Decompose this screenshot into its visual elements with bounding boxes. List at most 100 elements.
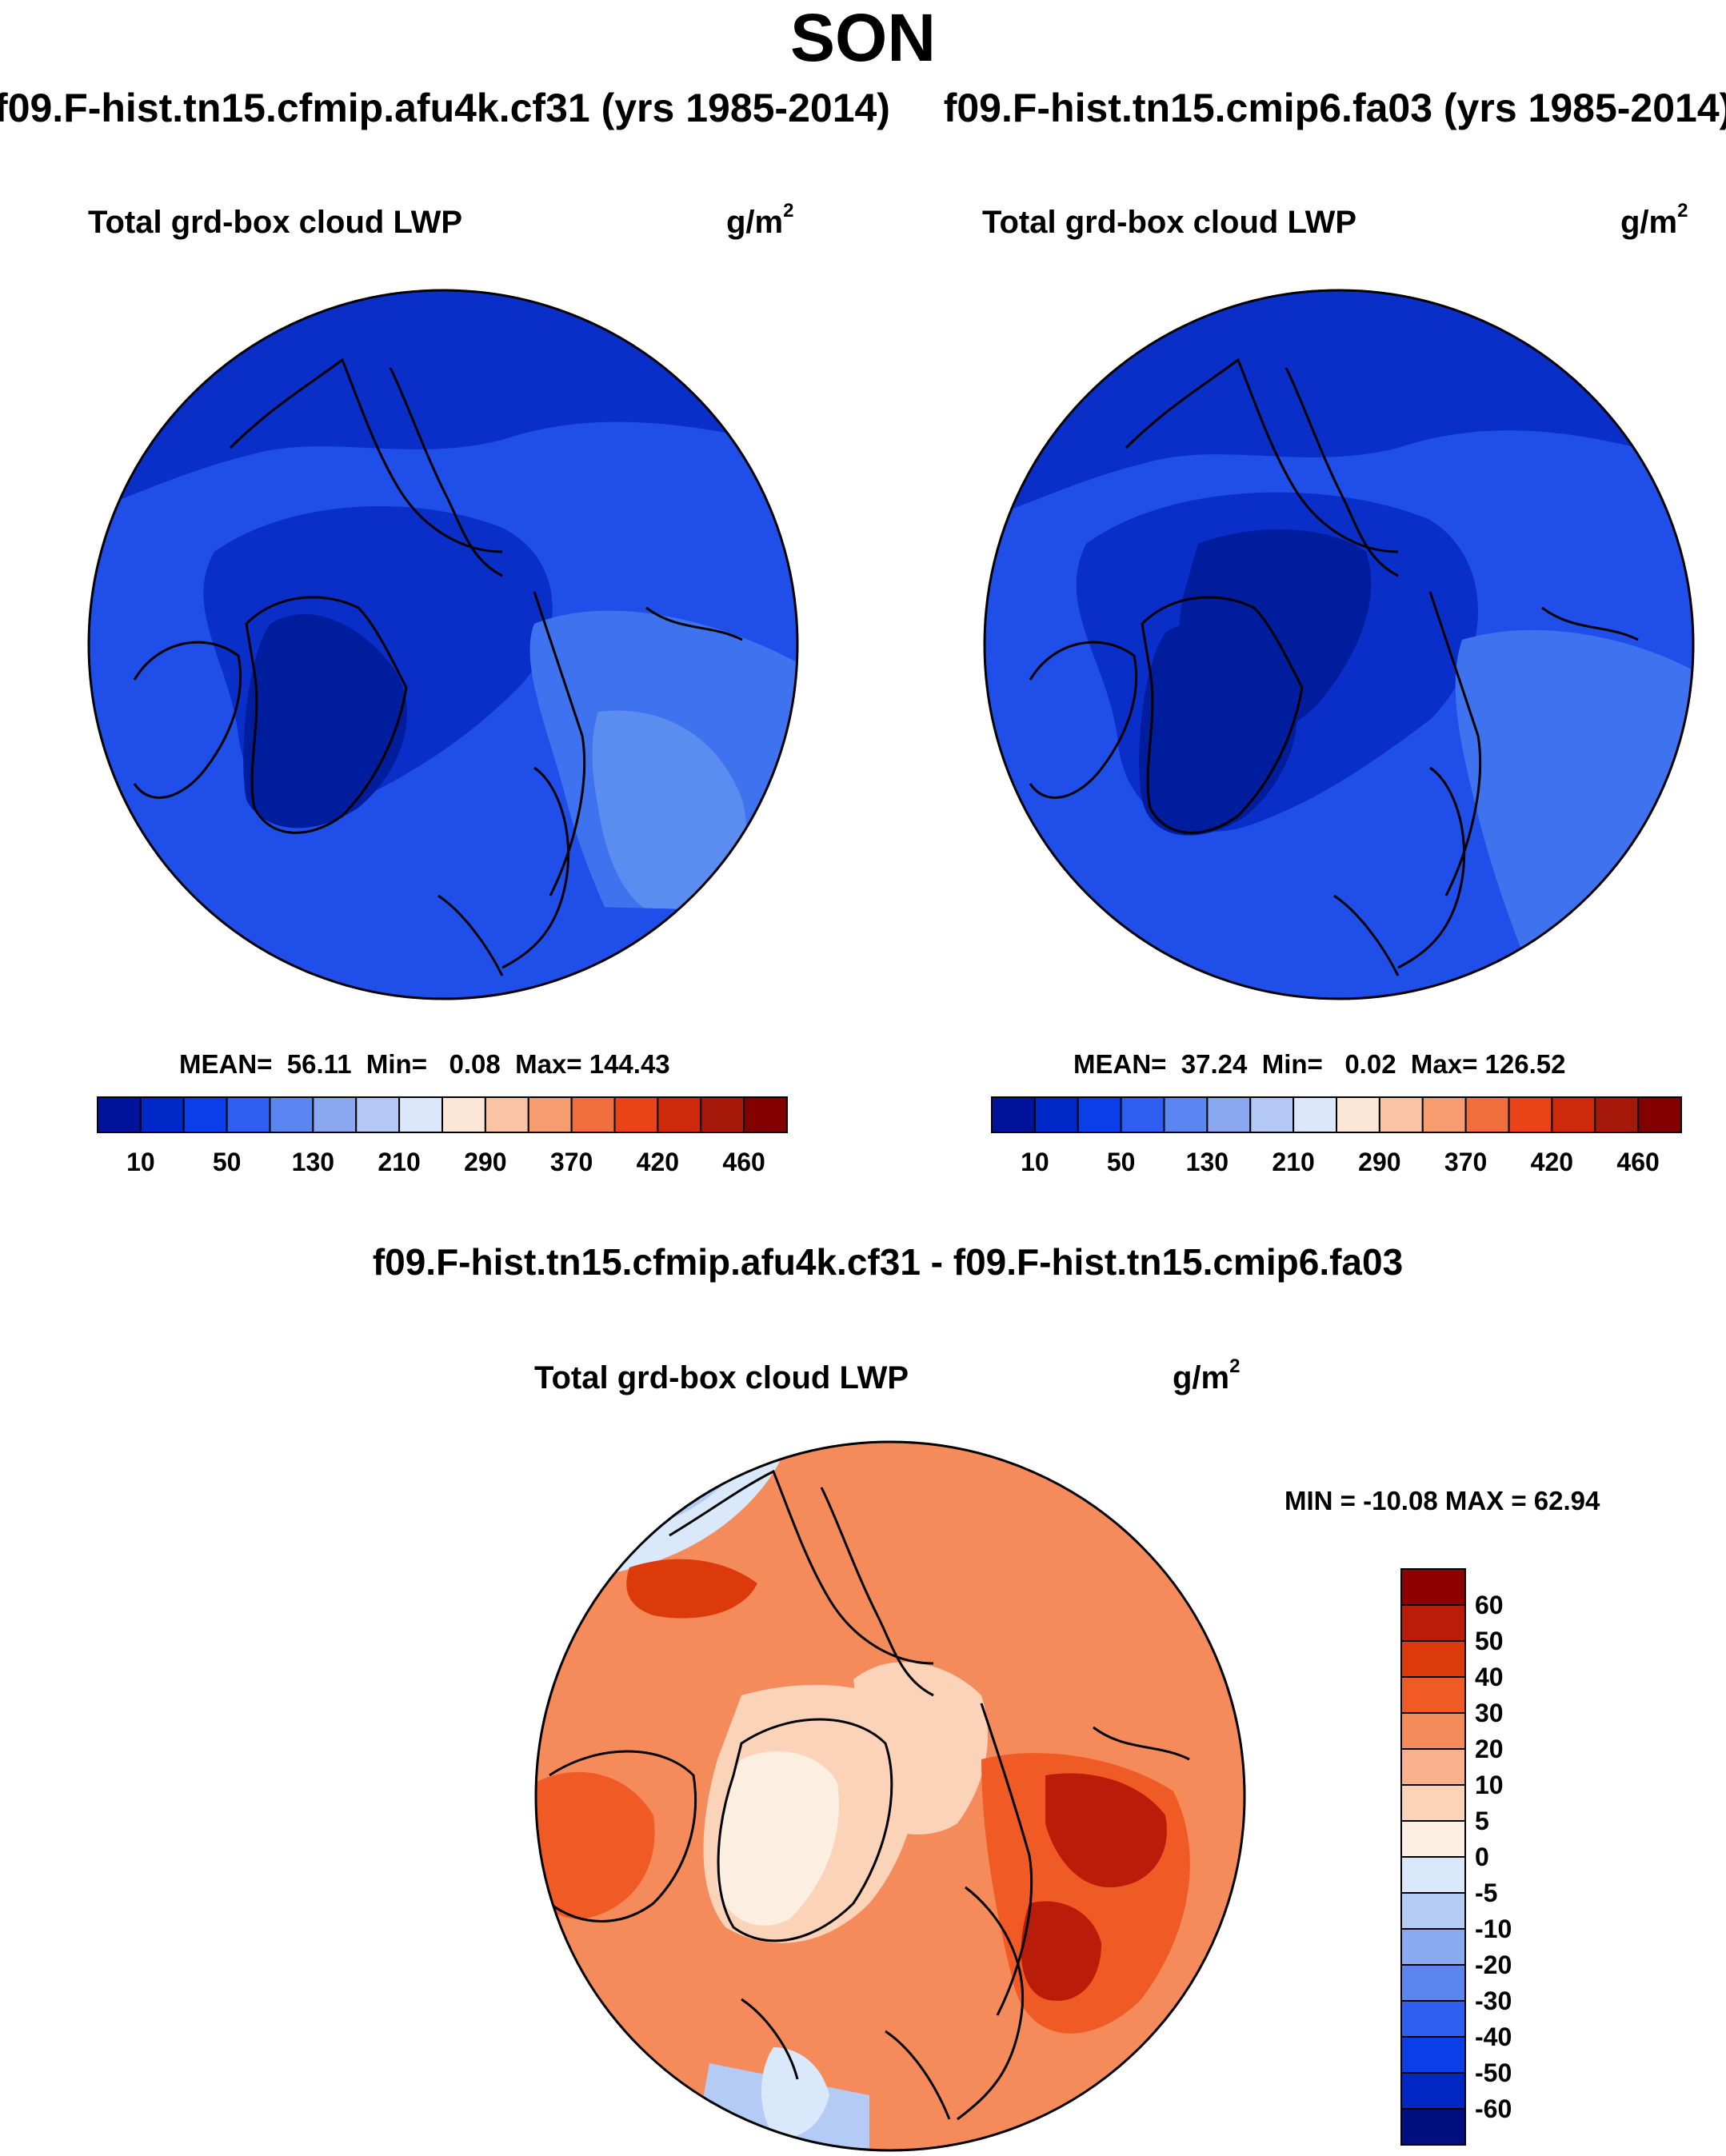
colorbar-tick-label: 10 bbox=[126, 1148, 155, 1176]
abs-field-greenland bbox=[1139, 622, 1297, 836]
colorbar-tick-label: 20 bbox=[1475, 1735, 1504, 1763]
left-variable-name: Total grd-box cloud LWP bbox=[88, 205, 463, 240]
diff-field-max-scandinavia bbox=[1021, 1901, 1101, 2001]
diff-units: g/m2 bbox=[1173, 1355, 1241, 1395]
abs-field-low-north bbox=[89, 290, 797, 512]
colorbar-swatch bbox=[1077, 1096, 1122, 1133]
colorbar-swatch bbox=[1400, 1568, 1466, 1606]
colorbar-swatch bbox=[1400, 2036, 1466, 2074]
abs-field-low-north bbox=[985, 290, 1693, 520]
colorbar-swatch bbox=[484, 1096, 529, 1133]
right-run-title: f09.F-hist.tn15.cmip6.fa03 (yrs 1985-201… bbox=[943, 86, 1726, 130]
map-border bbox=[534, 1440, 1246, 2152]
colorbar-tick-label: -50 bbox=[1475, 2058, 1512, 2087]
colorbar-tick-label: 460 bbox=[722, 1148, 765, 1176]
left-units: g/m2 bbox=[726, 200, 794, 240]
colorbar-tick-label: -20 bbox=[1475, 1950, 1512, 1979]
colorbar-tick-label: -10 bbox=[1475, 1914, 1512, 1943]
colorbar-swatch bbox=[1293, 1096, 1337, 1133]
diff-field-light-arctic bbox=[853, 1662, 989, 1835]
colorbar-swatch bbox=[1206, 1096, 1252, 1133]
right-units: g/m2 bbox=[1620, 200, 1688, 240]
coastlines bbox=[133, 357, 743, 976]
left-stats: MEAN= 56.11 Min= 0.08 Max= 144.43 bbox=[179, 1049, 670, 1079]
colorbar-swatch bbox=[97, 1096, 142, 1133]
colorbar-swatch bbox=[613, 1096, 659, 1133]
colorbar-swatch bbox=[1400, 1856, 1466, 1894]
colorbar-swatch bbox=[1400, 1892, 1466, 1930]
colorbar-swatch bbox=[1400, 1820, 1466, 1858]
colorbar-swatch bbox=[1400, 1676, 1466, 1714]
diff-run-title: f09.F-hist.tn15.cfmip.afu4k.cf31 - f09.F… bbox=[372, 1241, 1404, 1283]
colorbar-swatch bbox=[226, 1096, 271, 1133]
colorbar-tick-label: 40 bbox=[1475, 1663, 1504, 1691]
coastlines bbox=[549, 1469, 1190, 2121]
map-border bbox=[87, 289, 799, 1000]
left-run-title: f09.F-hist.tn15.cfmip.afu4k.cf31 (yrs 19… bbox=[0, 86, 890, 130]
colorbar-tick-label: 130 bbox=[292, 1148, 334, 1176]
colorbar-swatch bbox=[1464, 1096, 1510, 1133]
abs-field-greenland bbox=[243, 614, 407, 828]
colorbar-swatch bbox=[1508, 1096, 1553, 1133]
colorbar-tick-label: 10 bbox=[1475, 1771, 1504, 1799]
colorbar-swatch bbox=[1637, 1096, 1682, 1133]
colorbar-swatch bbox=[1400, 1928, 1466, 1966]
colorbar-swatch bbox=[312, 1096, 358, 1133]
colorbar-swatch bbox=[1400, 2108, 1466, 2146]
colorbar-swatch bbox=[139, 1096, 185, 1133]
colorbar-swatch bbox=[355, 1096, 401, 1133]
colorbar-swatch bbox=[398, 1096, 443, 1133]
colorbar-swatch bbox=[1400, 2072, 1466, 2110]
colorbar-tick-label: 210 bbox=[378, 1148, 420, 1176]
diff-field-near-zero-europe bbox=[761, 2047, 829, 2138]
colorbar-tick-label: -60 bbox=[1475, 2094, 1512, 2123]
colorbar-tick-label: -30 bbox=[1475, 1986, 1512, 2015]
colorbar-swatch bbox=[1163, 1096, 1209, 1133]
figure-title: SON bbox=[789, 0, 937, 75]
colorbar-swatch bbox=[657, 1096, 702, 1133]
colorbar-swatch bbox=[1400, 1964, 1466, 2002]
colorbar-swatch bbox=[1400, 1784, 1466, 1822]
diff-field-max-siberia bbox=[1045, 1773, 1167, 1887]
colorbar-swatch bbox=[1120, 1096, 1165, 1133]
colorbar-swatch bbox=[441, 1096, 486, 1133]
colorbar-swatch bbox=[1400, 2000, 1466, 2038]
colorbar-tick-label: 0 bbox=[1475, 1843, 1489, 1871]
right-polar-map bbox=[983, 289, 1695, 1000]
colorbar-tick-label: 30 bbox=[1475, 1699, 1504, 1727]
diff-minmax: MIN = -10.08 MAX = 62.94 bbox=[1285, 1486, 1600, 1515]
diff-variable-name: Total grd-box cloud LWP bbox=[534, 1360, 909, 1395]
colorbar-tick-label: -40 bbox=[1475, 2022, 1512, 2051]
colorbar-swatch bbox=[1400, 1748, 1466, 1786]
colorbar-tick-label: 50 bbox=[1107, 1148, 1136, 1176]
diff-polar-map bbox=[534, 1440, 1246, 2152]
colorbar-swatch bbox=[1400, 1712, 1466, 1750]
colorbar-tick-label: 370 bbox=[550, 1148, 593, 1176]
right-stats: MEAN= 37.24 Min= 0.02 Max= 126.52 bbox=[1073, 1049, 1566, 1079]
colorbar-swatch bbox=[743, 1096, 788, 1133]
colorbar-tick-label: 460 bbox=[1616, 1148, 1659, 1176]
colorbar-swatch bbox=[527, 1096, 573, 1133]
colorbar-tick-label: 290 bbox=[464, 1148, 506, 1176]
colorbar-swatch bbox=[1421, 1096, 1467, 1133]
colorbar-tick-label: 210 bbox=[1272, 1148, 1314, 1176]
colorbar-swatch bbox=[991, 1096, 1036, 1133]
map-border bbox=[983, 289, 1695, 1000]
colorbar-tick-label: 370 bbox=[1444, 1148, 1487, 1176]
abs-field-south bbox=[89, 896, 797, 999]
colorbar-swatch bbox=[1551, 1096, 1596, 1133]
colorbar-tick-label: 420 bbox=[1531, 1148, 1573, 1176]
colorbar-tick-label: -5 bbox=[1475, 1879, 1497, 1907]
colorbar-tick-label: 50 bbox=[1475, 1627, 1504, 1655]
diff-field-strong-canada bbox=[536, 1772, 655, 1919]
colorbar-swatch bbox=[1594, 1096, 1640, 1133]
colorbar-swatch bbox=[1249, 1096, 1295, 1133]
diff-field-near-zero bbox=[717, 1751, 839, 1926]
colorbar-tick-label: 420 bbox=[637, 1148, 679, 1176]
colorbar-swatch bbox=[1400, 1640, 1466, 1678]
coastlines bbox=[1029, 357, 1639, 976]
colorbar-swatch bbox=[1378, 1096, 1424, 1133]
colorbar-tick-label: 50 bbox=[213, 1148, 242, 1176]
diff-field-alaska bbox=[626, 1559, 757, 1619]
